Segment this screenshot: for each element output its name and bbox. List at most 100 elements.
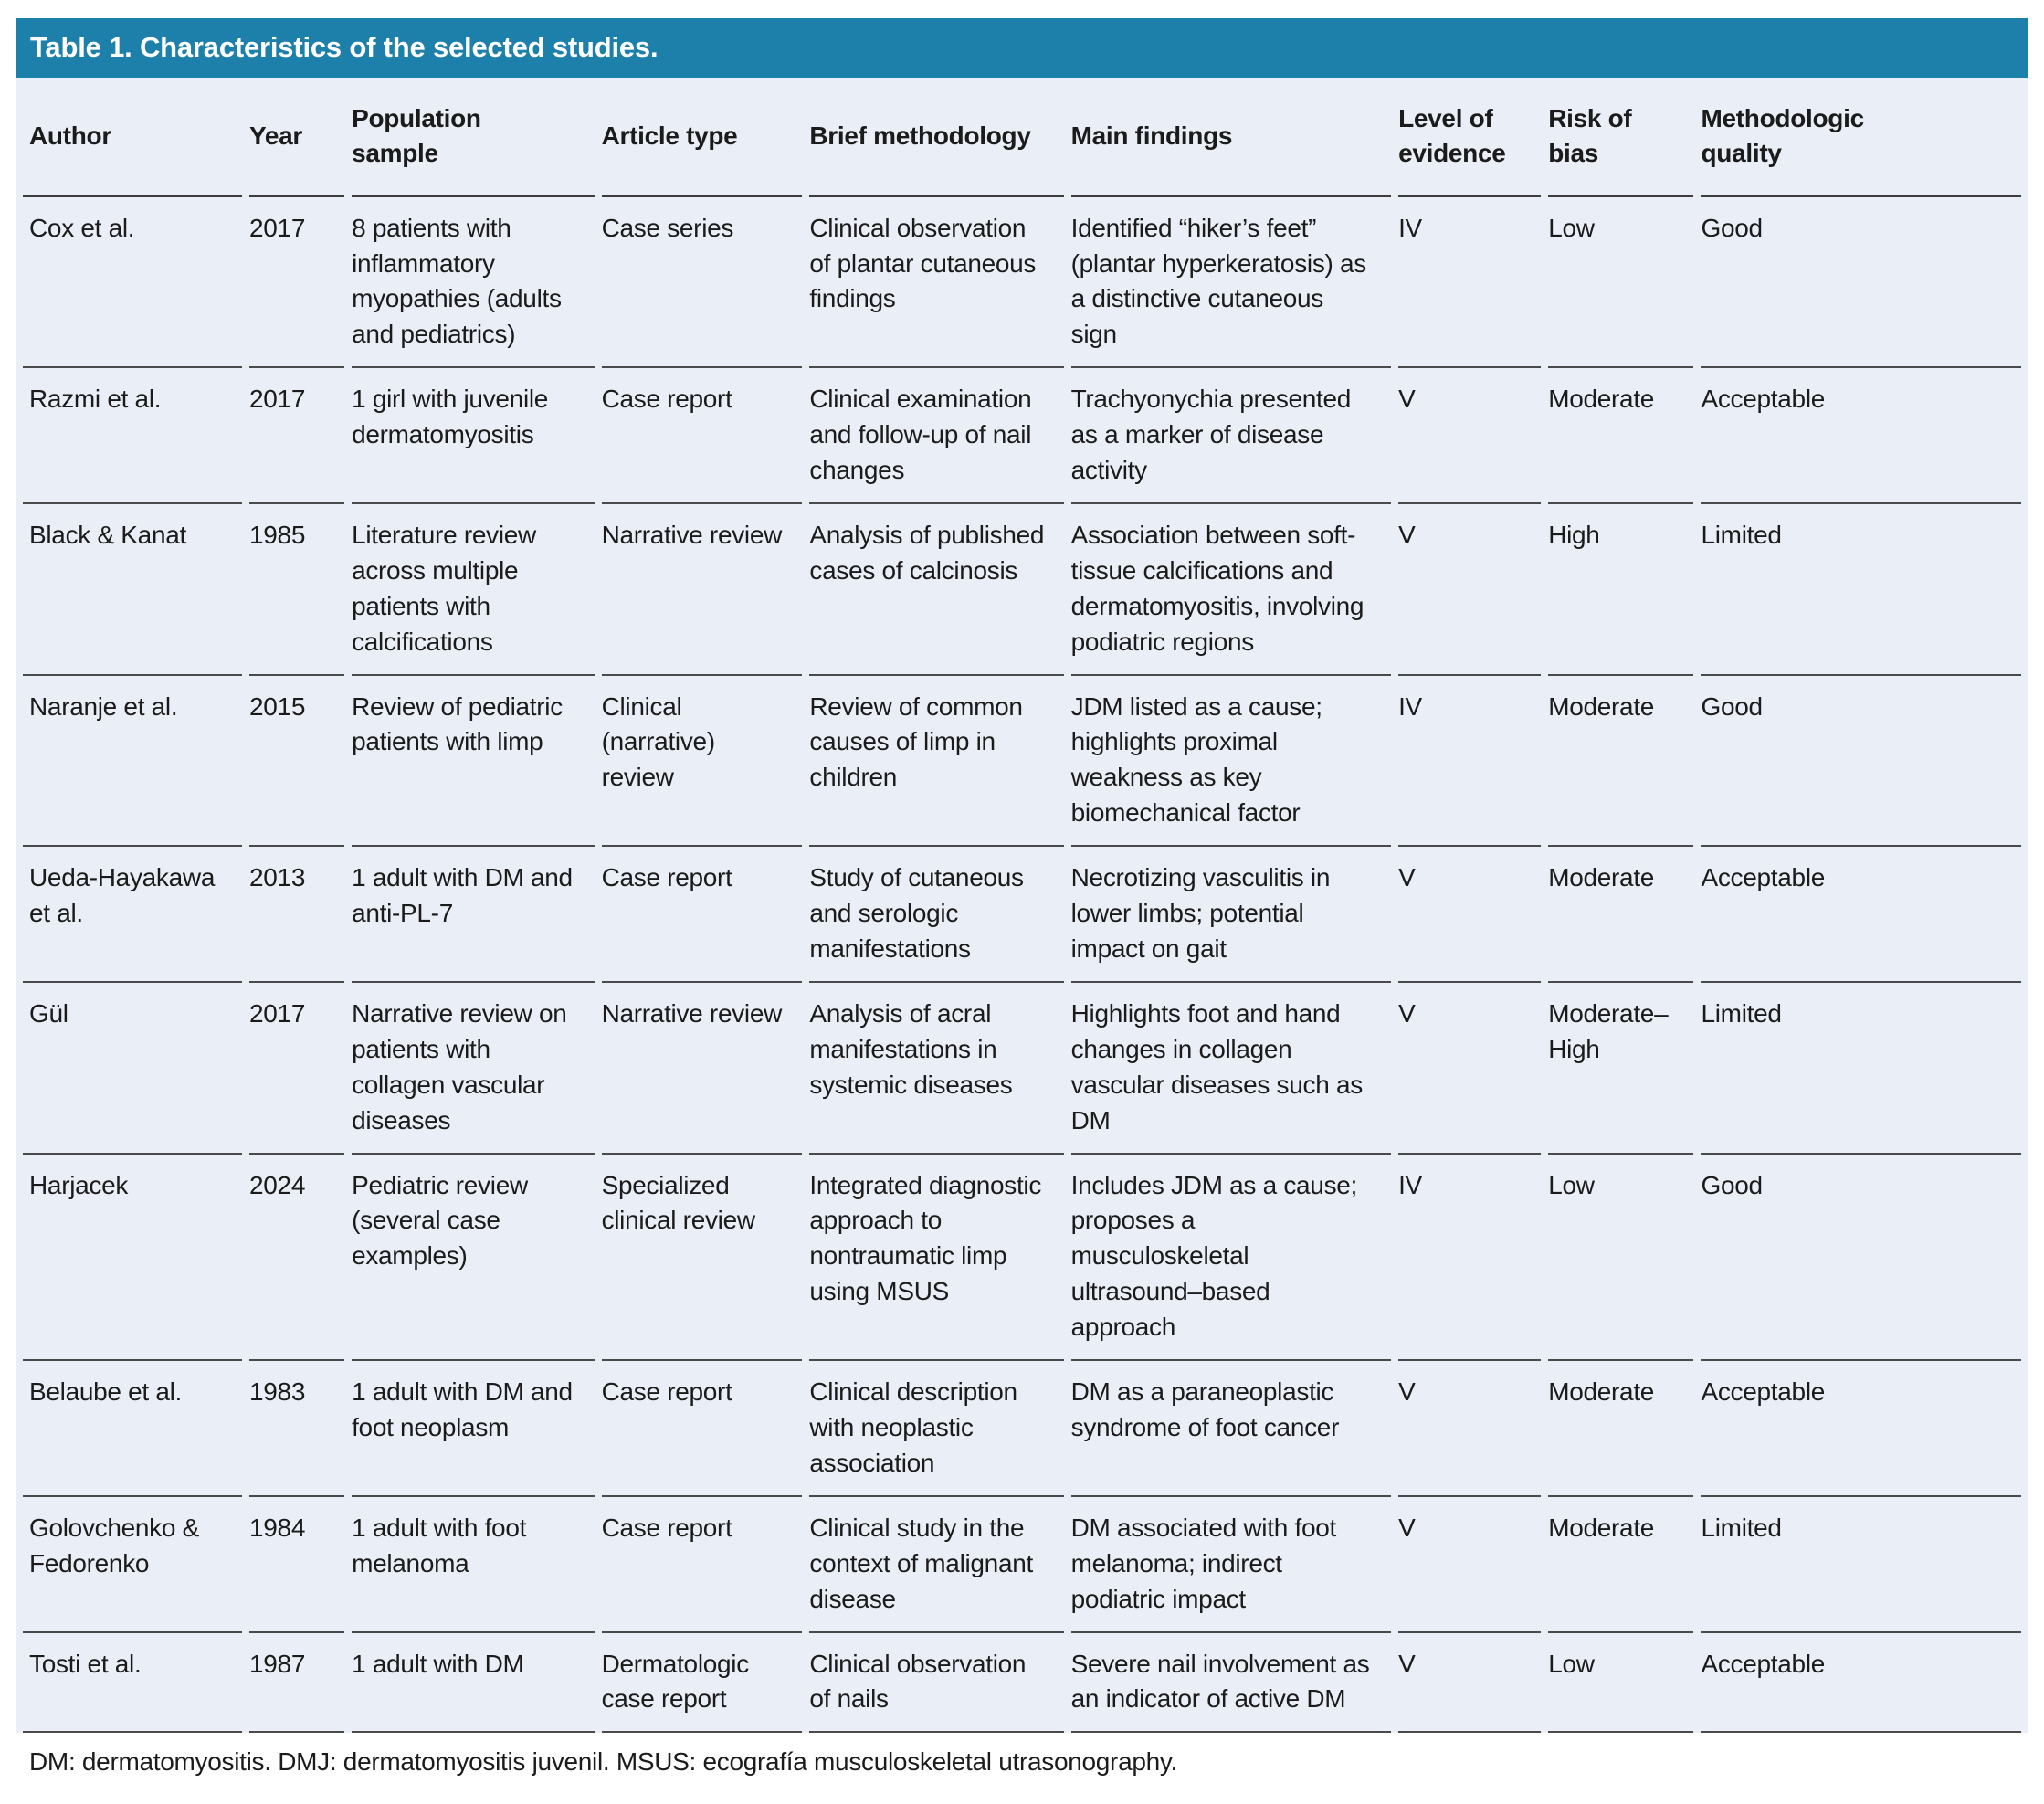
cell-methodology: Analysis of acral manifestations in syst… [809, 983, 1064, 1155]
cell-evidence: V [1398, 504, 1542, 676]
cell-population: 1 adult with DM and foot neoplasm [352, 1361, 595, 1497]
cell-quality: Acceptable [1701, 368, 2021, 504]
cell-author: Golovchenko & Fedorenko [23, 1497, 242, 1633]
cell-evidence: V [1398, 1633, 1542, 1734]
cell-year: 1983 [249, 1361, 345, 1497]
cell-author: Belaube et al. [23, 1361, 242, 1497]
table-row: Ueda-Hayakawa et al. 2013 1 adult with DM … [23, 847, 2021, 983]
table-row: Cox et al. 2017 8 patients with inflammato… [23, 197, 2021, 369]
cell-evidence: IV [1398, 1155, 1542, 1362]
cell-author: Razmi et al. [23, 368, 242, 504]
table-header-row: Author Year Population sample Article ty… [23, 78, 2021, 197]
cell-bias: High [1548, 504, 1694, 676]
cell-population: 1 girl with juvenile dermatomyositis [352, 368, 595, 504]
cell-findings: Includes JDM as a cause; proposes a musc… [1070, 1155, 1392, 1362]
cell-year: 2017 [249, 197, 345, 369]
cell-bias: Moderate [1548, 368, 1694, 504]
cell-methodology: Clinical observation of plantar cutaneou… [809, 197, 1064, 369]
cell-methodology: Clinical observation of nails [809, 1633, 1064, 1734]
cell-quality: Good [1701, 197, 2021, 369]
cell-quality: Acceptable [1701, 1633, 2021, 1734]
cell-year: 1984 [249, 1497, 345, 1633]
cell-bias: Low [1548, 1155, 1694, 1362]
cell-year: 2013 [249, 847, 345, 983]
cell-evidence: V [1398, 847, 1542, 983]
cell-methodology: Clinical description with neoplastic ass… [809, 1361, 1064, 1497]
cell-findings: Necrotizing vasculitis in lower limbs; p… [1070, 847, 1392, 983]
cell-quality: Good [1701, 676, 2021, 848]
cell-article_type: Case report [601, 847, 803, 983]
cell-author: Ueda-Hayakawa et al. [23, 847, 242, 983]
cell-bias: Moderate [1548, 847, 1694, 983]
cell-year: 1985 [249, 504, 345, 676]
studies-table-body: Cox et al. 2017 8 patients with inflammato… [23, 197, 2021, 1734]
cell-findings: Identified “hiker’s feet” (plantar hyper… [1070, 197, 1392, 369]
cell-evidence: V [1398, 1361, 1542, 1497]
cell-findings: Trachyonychia presented as a marker of d… [1070, 368, 1392, 504]
column-header-evidence: Level of evidence [1398, 78, 1542, 197]
cell-article_type: Dermatologic case report [601, 1633, 803, 1734]
cell-evidence: IV [1398, 676, 1542, 848]
table-row: Black & Kanat 1985 Literature review acros… [23, 504, 2021, 676]
cell-population: Review of pediatric patients with limp [352, 676, 595, 848]
abbreviations-footnote: DM: dermatomyositis. DMJ: dermatomyositi… [29, 1747, 1177, 1777]
cell-methodology: Study of cutaneous and serologic manifes… [809, 847, 1064, 983]
cell-findings: JDM listed as a cause; highlights proxim… [1070, 676, 1392, 848]
cell-methodology: Analysis of published cases of calcinosi… [809, 504, 1064, 676]
cell-findings: DM associated with foot melanoma; indire… [1070, 1497, 1392, 1633]
cell-findings: Highlights foot and hand changes in coll… [1070, 983, 1392, 1155]
cell-bias: Moderate [1548, 676, 1694, 848]
cell-methodology: Clinical examination and follow-up of na… [809, 368, 1064, 504]
cell-evidence: V [1398, 368, 1542, 504]
cell-evidence: V [1398, 983, 1542, 1155]
table-row: Razmi et al. 2017 1 girl with juvenile der… [23, 368, 2021, 504]
cell-bias: Moderate [1548, 1361, 1694, 1497]
cell-bias: Low [1548, 1633, 1694, 1734]
table-row: Tosti et al. 1987 1 adult with DM Dermatolo… [23, 1633, 2021, 1734]
cell-bias: Low [1548, 197, 1694, 369]
cell-findings: Severe nail involvement as an indicator … [1070, 1633, 1392, 1734]
column-header-findings: Main findings [1070, 78, 1392, 197]
table-row: Gül 2017 Narrative review on patients with… [23, 983, 2021, 1155]
cell-population: Narrative review on patients with collag… [352, 983, 595, 1155]
cell-quality: Limited [1701, 504, 2021, 676]
cell-article_type: Case series [601, 197, 803, 369]
cell-year: 2017 [249, 983, 345, 1155]
table-row: Belaube et al. 1983 1 adult with DM and fo… [23, 1361, 2021, 1497]
cell-population: Pediatric review (several case examples) [352, 1155, 595, 1362]
cell-quality: Acceptable [1701, 847, 2021, 983]
cell-article_type: Clinical (narrative) review [601, 676, 803, 848]
column-header-quality: Methodologic quality [1701, 78, 2021, 197]
cell-population: 1 adult with DM [352, 1633, 595, 1734]
cell-article_type: Case report [601, 368, 803, 504]
cell-methodology: Integrated diagnostic approach to nontra… [809, 1155, 1064, 1362]
cell-evidence: V [1398, 1497, 1542, 1633]
cell-author: Tosti et al. [23, 1633, 242, 1734]
table-row: Golovchenko & Fedorenko 1984 1 adult with … [23, 1497, 2021, 1633]
cell-population: Literature review across multiple patien… [352, 504, 595, 676]
cell-author: Cox et al. [23, 197, 242, 369]
cell-author: Gül [23, 983, 242, 1155]
cell-author: Naranje et al. [23, 676, 242, 848]
cell-population: 1 adult with DM and anti-PL-7 [352, 847, 595, 983]
cell-year: 2017 [249, 368, 345, 504]
cell-quality: Acceptable [1701, 1361, 2021, 1497]
table-title: Table 1. Characteristics of the selected… [30, 31, 659, 63]
cell-article_type: Narrative review [601, 504, 803, 676]
table-row: Naranje et al. 2015 Review of pediatric pa… [23, 676, 2021, 848]
cell-findings: Association between soft-tissue calcific… [1070, 504, 1392, 676]
cell-author: Black & Kanat [23, 504, 242, 676]
cell-author: Harjacek [23, 1155, 242, 1362]
cell-year: 2024 [249, 1155, 345, 1362]
cell-findings: DM as a paraneoplastic syndrome of foot … [1070, 1361, 1392, 1497]
column-header-author: Author [23, 78, 242, 197]
cell-year: 1987 [249, 1633, 345, 1734]
cell-article_type: Narrative review [601, 983, 803, 1155]
cell-year: 2015 [249, 676, 345, 848]
column-header-methodology: Brief methodology [809, 78, 1064, 197]
cell-article_type: Case report [601, 1361, 803, 1497]
column-header-bias: Risk of bias [1548, 78, 1694, 197]
column-header-population: Population sample [352, 78, 595, 197]
cell-methodology: Review of common causes of limp in child… [809, 676, 1064, 848]
